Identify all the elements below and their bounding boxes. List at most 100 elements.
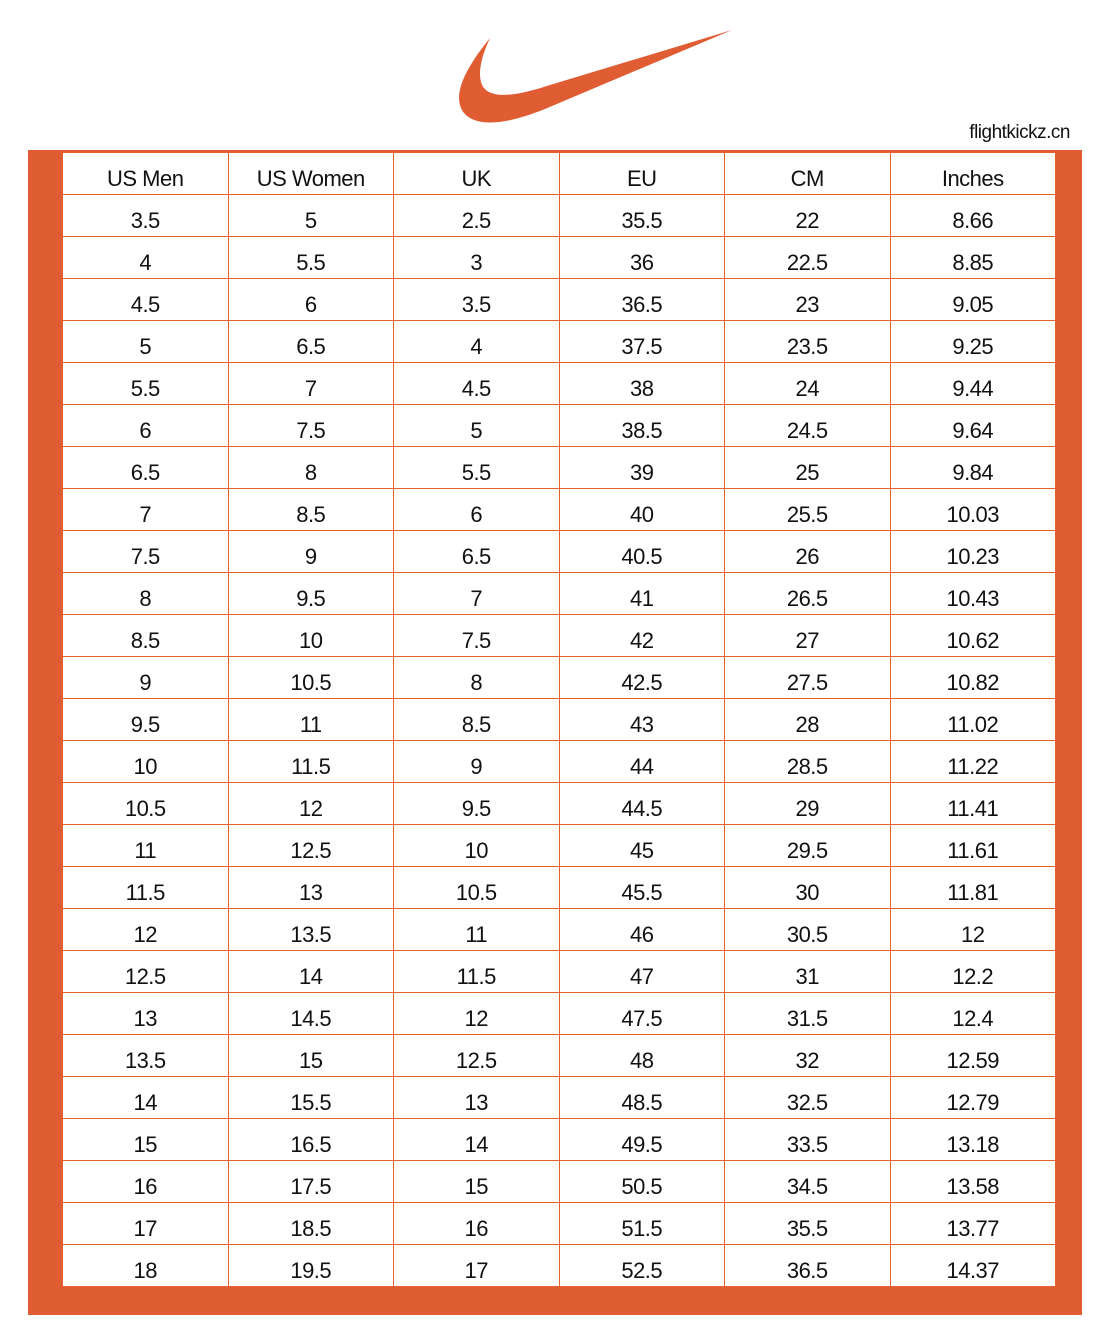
- table-cell: 17: [393, 1244, 560, 1287]
- table-cell: 10.23: [889, 530, 1056, 573]
- table-cell: 7: [62, 488, 229, 531]
- table-cell: 11.5: [393, 950, 560, 993]
- table-cell: 10.62: [889, 614, 1056, 657]
- table-cell: 50.5: [558, 1160, 725, 1203]
- table-cell: 12: [227, 782, 394, 825]
- table-row: 6.5 8 5.5 39 25 9.84: [62, 446, 1056, 489]
- table-row: 17 18.5 16 51.5 35.5 13.77: [62, 1202, 1056, 1245]
- table-cell: 47.5: [558, 992, 725, 1035]
- table-row: 8 9.5 7 41 26.5 10.43: [62, 572, 1056, 615]
- table-cell: 24.5: [724, 404, 891, 447]
- table-cell: 35.5: [724, 1202, 891, 1245]
- table-row: 10.5 12 9.5 44.5 29 11.41: [62, 782, 1056, 825]
- table-row: 14 15.5 13 48.5 32.5 12.79: [62, 1076, 1056, 1119]
- table-cell: 12.4: [889, 992, 1056, 1035]
- site-watermark: flightkickz.cn: [969, 122, 1070, 143]
- table-cell: 17: [62, 1202, 229, 1245]
- table-cell: 11.5: [227, 740, 394, 783]
- table-row: 3.5 5 2.5 35.5 22 8.66: [62, 194, 1056, 237]
- table-row: 4.5 6 3.5 36.5 23 9.05: [62, 278, 1056, 321]
- table-cell: 15: [227, 1034, 394, 1077]
- table-cell: 9.44: [889, 362, 1056, 405]
- table-cell: 7.5: [393, 614, 560, 657]
- table-cell: 11.22: [889, 740, 1056, 783]
- table-cell: 7.5: [62, 530, 229, 573]
- table-cell: 18.5: [227, 1202, 394, 1245]
- table-cell: 8.5: [227, 488, 394, 531]
- table-cell: 36.5: [724, 1244, 891, 1287]
- table-cell: 15: [62, 1118, 229, 1161]
- table-cell: 12.59: [889, 1034, 1056, 1077]
- table-cell: 13.5: [62, 1034, 229, 1077]
- nike-swoosh-logo: [459, 30, 732, 123]
- table-cell: 29: [724, 782, 891, 825]
- table-cell: 10.5: [227, 656, 394, 699]
- table-cell: 33.5: [724, 1118, 891, 1161]
- table-cell: 46: [558, 908, 725, 951]
- table-cell: 13: [227, 866, 394, 909]
- table-cell: 12.79: [889, 1076, 1056, 1119]
- table-cell: 45.5: [558, 866, 725, 909]
- table-cell: 35.5: [558, 194, 725, 237]
- table-cell: 10.03: [889, 488, 1056, 531]
- table-cell: 48: [558, 1034, 725, 1077]
- table-cell: 16: [62, 1160, 229, 1203]
- table-cell: 16: [393, 1202, 560, 1245]
- table-cell: 14: [62, 1076, 229, 1119]
- table-cell: 25.5: [724, 488, 891, 531]
- table-row: 5 6.5 4 37.5 23.5 9.25: [62, 320, 1056, 363]
- table-cell: 32.5: [724, 1076, 891, 1119]
- size-chart-frame: US Men US Women UK EU CM Inches 3.5 5 2.5 35.5 22…: [28, 150, 1082, 1315]
- column-header: EU: [558, 152, 725, 195]
- table-cell: 30.5: [724, 908, 891, 951]
- table-cell: 8: [62, 572, 229, 615]
- table-cell: 12.5: [393, 1034, 560, 1077]
- table-cell: 12: [62, 908, 229, 951]
- table-cell: 9.5: [227, 572, 394, 615]
- table-cell: 7: [393, 572, 560, 615]
- table-row: 8.5 10 7.5 42 27 10.62: [62, 614, 1056, 657]
- table-cell: 40.5: [558, 530, 725, 573]
- table-cell: 18: [62, 1244, 229, 1287]
- table-cell: 11.5: [62, 866, 229, 909]
- table-cell: 22.5: [724, 236, 891, 279]
- table-cell: 3.5: [393, 278, 560, 321]
- table-row: 10 11.5 9 44 28.5 11.22: [62, 740, 1056, 783]
- table-cell: 44.5: [558, 782, 725, 825]
- table-cell: 48.5: [558, 1076, 725, 1119]
- table-cell: 13.58: [889, 1160, 1056, 1203]
- table-cell: 6.5: [227, 320, 394, 363]
- table-cell: 9.25: [889, 320, 1056, 363]
- table-cell: 9.05: [889, 278, 1056, 321]
- table-row: 18 19.5 17 52.5 36.5 14.37: [62, 1244, 1056, 1287]
- table-cell: 49.5: [558, 1118, 725, 1161]
- table-row: 9 10.5 8 42.5 27.5 10.82: [62, 656, 1056, 699]
- table-cell: 7.5: [227, 404, 394, 447]
- table-row: 12 13.5 11 46 30.5 12: [62, 908, 1056, 951]
- table-cell: 13: [62, 992, 229, 1035]
- table-row: 4 5.5 3 36 22.5 8.85: [62, 236, 1056, 279]
- table-cell: 52.5: [558, 1244, 725, 1287]
- table-cell: 28: [724, 698, 891, 741]
- table-cell: 8.85: [889, 236, 1056, 279]
- table-cell: 24: [724, 362, 891, 405]
- table-cell: 5: [62, 320, 229, 363]
- table-cell: 4: [62, 236, 229, 279]
- table-cell: 4.5: [393, 362, 560, 405]
- table-cell: 29.5: [724, 824, 891, 867]
- table-row: 13.5 15 12.5 48 32 12.59: [62, 1034, 1056, 1077]
- table-cell: 9.64: [889, 404, 1056, 447]
- table-cell: 8.66: [889, 194, 1056, 237]
- table-row: 13 14.5 12 47.5 31.5 12.4: [62, 992, 1056, 1035]
- table-cell: 13: [393, 1076, 560, 1119]
- table-cell: 10.82: [889, 656, 1056, 699]
- table-cell: 31: [724, 950, 891, 993]
- table-cell: 6: [227, 278, 394, 321]
- table-cell: 9: [393, 740, 560, 783]
- table-cell: 23: [724, 278, 891, 321]
- size-chart-table: US Men US Women UK EU CM Inches 3.5 5 2.5 35.5 22…: [62, 152, 1056, 1287]
- table-cell: 45: [558, 824, 725, 867]
- table-cell: 11: [393, 908, 560, 951]
- table-cell: 37.5: [558, 320, 725, 363]
- table-cell: 22: [724, 194, 891, 237]
